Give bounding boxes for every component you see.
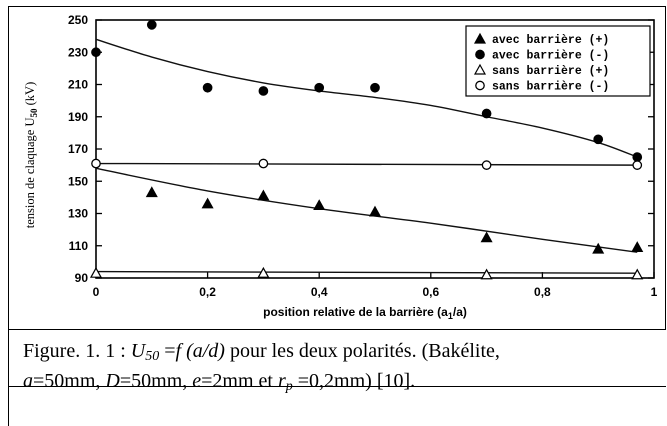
frame-caption-bottom-border [8,386,666,387]
frame-right-border [665,6,666,329]
y-tick-label: 190 [68,110,88,124]
y-tick-label: 110 [69,239,89,253]
x-tick-label: 0,6 [422,285,439,299]
caption-u: U [130,340,146,362]
data-point-series-1 [368,205,382,217]
caption-rest1: pour les deux polarités. (Bakélite, [224,340,500,362]
frame-top-border [8,6,666,7]
x-tick-label: 1 [651,285,658,299]
data-point-series-3 [89,266,103,278]
caption-u-sub: 50 [145,349,160,364]
x-tick-label: 0,2 [199,285,216,299]
data-point-series-2 [481,108,492,119]
data-point-series-2 [632,152,643,162]
legend-label-1: avec barrière (+) [492,34,609,47]
x-tick-label: 0 [93,285,100,299]
caption-arg: (a/d) [181,340,225,362]
data-point-series-2 [146,19,157,30]
x-axis-label-unit: /a) [453,305,467,319]
y-tick-label: 170 [68,142,88,156]
data-point-series-2 [91,47,101,58]
data-point-series-1 [145,186,158,198]
y-axis-label: tension de claquage U50 (kV) [23,82,39,228]
caption-a: a [23,370,33,392]
data-point-series-3 [631,268,644,280]
caption-D-val: =50mm, [119,370,193,392]
data-point-series-3 [480,268,493,280]
y-axis-label-sub: 50 [29,108,39,118]
data-point-series-2 [314,82,325,93]
data-point-series-1 [257,189,270,201]
data-point-series-1 [631,241,644,252]
x-tick-label: 0,8 [534,285,551,299]
data-point-series-1 [313,199,326,211]
caption-eq: = [159,340,176,362]
data-point-series-4 [258,158,269,169]
legend-label-3: sans barrière (+) [492,65,609,78]
x-axis-label-main: position relative de la barrière (a [263,305,448,319]
caption-r: r [277,370,286,392]
y-tick-label: 250 [68,13,88,27]
caption-prefix: Figure. 1. 1 : [23,340,131,362]
y-tick-label: 150 [68,174,88,188]
frame-divider [8,329,666,330]
caption-f: f [175,340,182,362]
legend-marker-1 [473,32,487,44]
y-tick-label: 90 [75,271,89,285]
y-axis-label-main: tension de claquage U [23,118,37,229]
legend-marker-4 [475,80,485,91]
fit-curve-series-1 [95,167,638,253]
data-point-series-2 [593,134,604,145]
data-point-series-4 [91,158,101,169]
y-tick-label: 210 [68,78,88,92]
caption-D: D [105,370,120,392]
data-point-series-1 [592,242,605,254]
fit-curve-series-3 [95,270,638,274]
data-point-series-1 [201,197,214,209]
legend-marker-3 [473,63,487,75]
data-point-series-1 [480,231,493,243]
x-axis-label-sub: 1 [448,311,453,321]
data-point-series-4 [481,160,492,170]
legend-marker-2 [475,49,485,60]
legend-box [465,25,651,97]
figure-caption: Figure. 1. 1 : U50 =f (a/d) pour les deu… [23,336,653,396]
data-point-series-4 [632,160,643,170]
data-point-series-2 [202,82,213,93]
caption-e-val: =2mm et [201,370,278,392]
x-axis-label: position relative de la barrière (a1/a) [263,305,467,321]
x-tick-label: 0,4 [311,285,328,299]
legend-label-4: sans barrière (-) [492,81,609,94]
y-tick-label: 130 [68,207,88,221]
data-point-series-2 [258,86,269,96]
data-point-series-3 [257,266,270,278]
y-axis-label-unit: (kV) [23,82,37,109]
data-point-series-2 [370,82,380,93]
fit-curve-series-4 [95,162,638,166]
caption-r-sub: p [285,379,293,394]
caption-r-val: =0,2mm) [10]. [292,370,416,392]
chart: 90 110 130 150 170 190 210 230 250 0 0,2 0,4 0,6 0,8 1… [23,13,658,321]
legend-label-2: avec barrière (-) [492,50,609,63]
y-tick-label: 230 [68,45,88,59]
fit-curve-series-2 [95,38,638,158]
caption-a-val: =50mm, [33,370,106,392]
caption-e: e [192,370,202,392]
frame-left-border [8,6,9,426]
